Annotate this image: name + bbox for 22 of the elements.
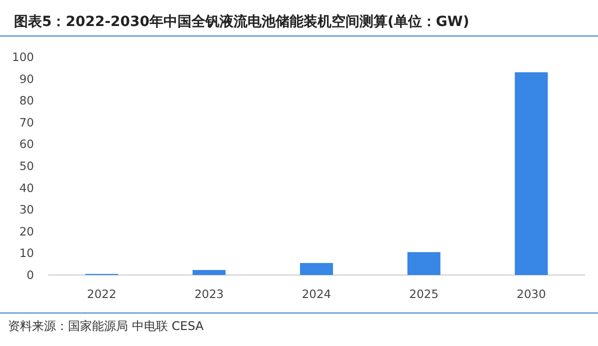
y-tick-label: 90 [19,72,34,86]
y-tick-label: 70 [19,115,34,130]
x-tick-label: 2023 [194,287,224,301]
y-tick-label: 10 [19,246,34,260]
chart-title: 图表5：2022-2030年中国全钒液流电池储能装机空间测算(单位：GW) [14,13,470,30]
bar [514,72,548,275]
y-tick-label: 80 [19,94,34,108]
x-tick-label: 2025 [409,287,439,301]
y-tick-label: 40 [19,180,34,195]
y-tick-label: 0 [26,268,34,282]
y-tick-label: 100 [12,50,34,64]
x-tick-label: 2022 [87,287,116,301]
y-tick-label: 50 [19,159,34,173]
bar [407,252,440,275]
y-tick-label: 20 [19,224,34,238]
bar [192,270,226,275]
x-tick-label: 2030 [516,287,546,301]
y-tick-label: 30 [19,202,34,217]
x-tick-label: 2024 [302,287,332,301]
y-tick-label: 60 [19,137,34,152]
text: 资料来源：国家能源局 中电联 CESA [8,319,204,333]
bar [300,263,333,275]
